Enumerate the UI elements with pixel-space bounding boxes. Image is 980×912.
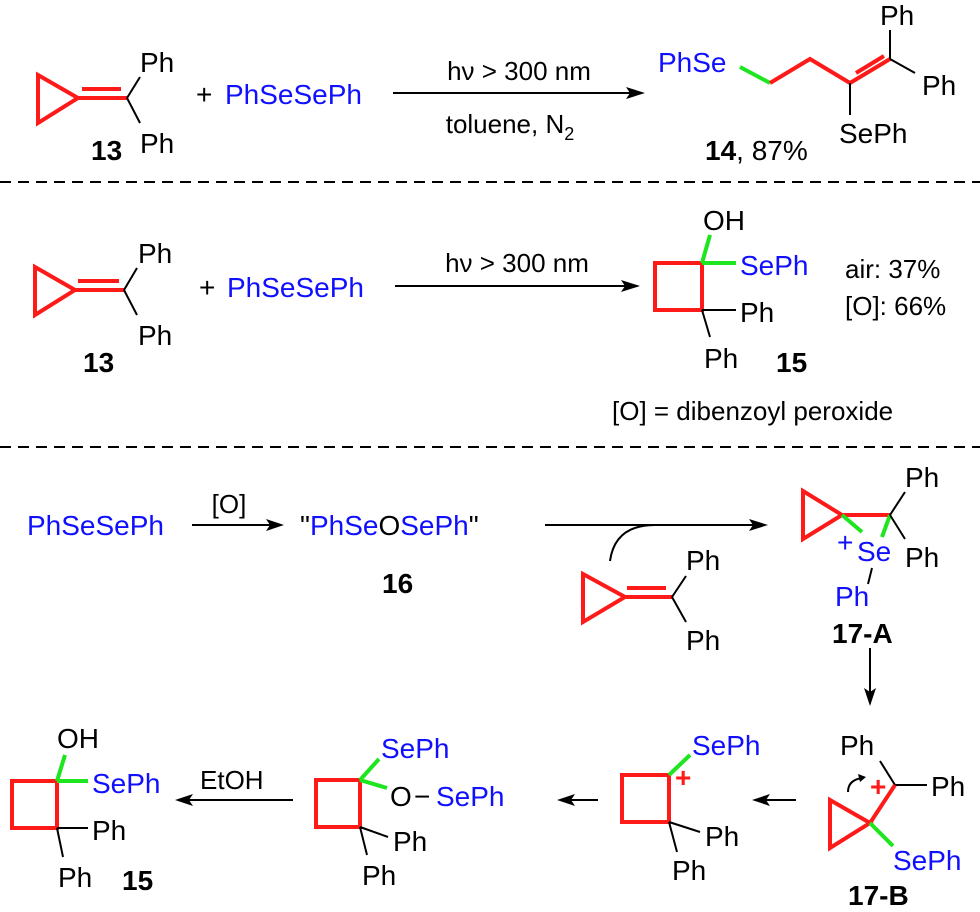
ph-label: Ph: [905, 542, 939, 573]
seph-label: SePh: [381, 733, 450, 764]
oh-label: OH: [57, 723, 99, 754]
o-label: O: [390, 781, 412, 812]
seph-label: SePh: [92, 768, 161, 799]
ethanol-label: EtOH: [200, 765, 264, 795]
seph-label: SePh: [740, 250, 809, 281]
ph-label: Ph: [58, 862, 92, 893]
addition-arrow: [545, 519, 768, 562]
seph-label: SePh: [436, 781, 505, 812]
compound-13-row2: Ph Ph 13: [33, 238, 172, 378]
condition-light: hν > 300 nm: [447, 56, 591, 86]
compound-label: 15: [122, 865, 153, 896]
ph-label: Ph: [905, 462, 939, 493]
phse-label: PhSe: [658, 47, 727, 78]
compound-14: PhSe Ph Ph SePh 14, 87%: [658, 0, 956, 166]
alkene-13-mechanism: Ph Ph: [581, 545, 720, 656]
ph-label: Ph: [704, 343, 738, 374]
ph-label: Ph: [705, 821, 739, 852]
plus-sign: +: [199, 272, 215, 303]
ph-label: Ph: [672, 855, 706, 886]
oxidant-label: [O]: [212, 489, 247, 519]
intermediate-17b-cation: Ph Ph + SePh 17-B: [828, 730, 965, 911]
arrow-down: [864, 648, 876, 706]
condition-solvent: toluene, N2: [446, 109, 575, 144]
yield-air: air: 37%: [845, 254, 940, 284]
ph-label: Ph: [840, 730, 874, 761]
intermediate-16: "PhSeOSePh": [300, 510, 479, 541]
diphenyl-diselenide: PhSeSePh: [27, 510, 164, 541]
ph-label: Ph: [140, 128, 174, 159]
compound-label: 17-B: [848, 880, 909, 911]
compound-label: 17-A: [832, 618, 893, 649]
reagent-diphenyl-diselenide: PhSeSePh: [227, 272, 364, 303]
intermediate-17a-seleniranium: Ph Ph + Se Ph 17-A: [801, 462, 939, 649]
plus-sign: +: [196, 79, 212, 110]
oxidant-footnote: [O] = dibenzoyl peroxide: [612, 396, 893, 426]
reagent-diphenyl-diselenide: PhSeSePh: [225, 79, 362, 110]
compound-label: 13: [83, 347, 114, 378]
ph-label: Ph: [686, 625, 720, 656]
compound-label: 16: [382, 568, 413, 599]
ph-label: Ph: [880, 0, 914, 31]
ph-label: Ph: [138, 320, 172, 351]
positive-charge: +: [837, 527, 853, 558]
condition-light: hν > 300 nm: [445, 248, 589, 278]
compound-label-yield: 14, 87%: [705, 135, 808, 166]
ethanol-arrow: [175, 794, 293, 806]
seph-label: SePh: [839, 118, 908, 149]
compound-15-mechanism: OH SePh Ph Ph 15: [10, 723, 161, 896]
reaction-arrow-row1: [393, 87, 645, 99]
reaction-arrow-row2: [395, 280, 640, 292]
compound-label: 13: [91, 135, 122, 166]
selenite-intermediate: SePh O − SePh Ph Ph: [314, 733, 505, 891]
ph-label: Ph: [92, 815, 126, 846]
bond-dash: −: [414, 781, 430, 812]
se-label: Se: [857, 536, 891, 567]
ph-label: Ph: [931, 771, 965, 802]
ph-label: Ph: [686, 545, 720, 576]
arrow-left: [557, 794, 598, 806]
cyclobutyl-cation: SePh + Ph Ph: [620, 730, 761, 886]
ph-label: Ph: [393, 826, 427, 857]
oxidation-arrow: [192, 519, 284, 531]
ph-label: Ph: [140, 47, 174, 78]
positive-charge: +: [675, 762, 691, 793]
compound-label: 15: [776, 347, 807, 378]
arrow-left: [752, 794, 796, 806]
oh-label: OH: [703, 205, 745, 236]
compound-13-row1: Ph Ph 13: [36, 47, 174, 166]
yield-oxidant: [O]: 66%: [845, 291, 946, 321]
ph-label: Ph: [922, 70, 956, 101]
seph-label: SePh: [893, 845, 962, 876]
compound-15-row2: OH SePh Ph Ph 15: [653, 205, 809, 378]
ph-label: Ph: [835, 581, 869, 612]
ph-label: Ph: [740, 297, 774, 328]
positive-charge: +: [870, 771, 886, 802]
ph-label: Ph: [138, 238, 172, 269]
ph-label: Ph: [362, 860, 396, 891]
seph-label: SePh: [692, 730, 761, 761]
